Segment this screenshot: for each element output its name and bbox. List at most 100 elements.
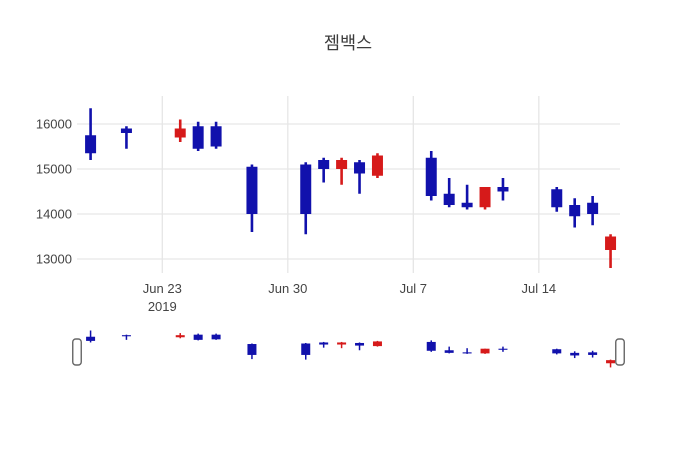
rangeslider-candle-body xyxy=(426,341,436,351)
rangeslider-candle-body xyxy=(606,360,616,364)
candle-down xyxy=(587,196,599,226)
candle-down xyxy=(246,164,258,232)
candle-down xyxy=(318,157,330,183)
candle-body xyxy=(371,155,383,176)
candle-body xyxy=(210,126,222,147)
candle-body xyxy=(443,193,455,205)
rangeslider-candle xyxy=(175,333,185,339)
rangeslider-candle-body xyxy=(355,342,365,346)
rangeslider-left-handle[interactable] xyxy=(72,338,82,366)
candle-down xyxy=(461,184,473,210)
candle-down xyxy=(569,198,581,228)
rangeslider-candle xyxy=(606,359,616,368)
rangeslider-right-handle[interactable] xyxy=(615,338,625,366)
rangeslider-candle xyxy=(355,342,365,351)
rangeslider-candle-body xyxy=(552,349,562,354)
x-axis-labels: Jun 23 2019 Jun 30 Jul 7 Jul 14 xyxy=(143,281,556,314)
x-tick-label: Jul 7 xyxy=(400,281,427,296)
candle-body xyxy=(569,205,581,217)
y-axis-labels: 16000 15000 14000 13000 xyxy=(36,117,72,267)
candle-body xyxy=(461,202,473,208)
candle-body xyxy=(192,126,204,149)
candle-down xyxy=(425,151,437,201)
vertical-gridlines xyxy=(161,96,540,273)
rangeslider-candle-body xyxy=(247,344,257,355)
rangeslider-candle-body xyxy=(319,342,329,345)
x-tick-label: Jun 23 xyxy=(143,281,182,296)
candle-up xyxy=(605,234,617,268)
main-candles xyxy=(85,108,617,268)
candle-down xyxy=(497,178,509,201)
rangeslider-candle-body xyxy=(193,334,203,340)
rangeslider-candle-body xyxy=(211,334,221,340)
rangeslider-candle-body xyxy=(86,336,96,341)
candle-down xyxy=(300,162,312,235)
candle-up xyxy=(336,157,348,185)
rangeslider-candle xyxy=(462,348,472,354)
candle-body xyxy=(354,162,366,174)
candle-down xyxy=(443,178,455,208)
candle-body xyxy=(120,128,132,133)
y-tick-label: 15000 xyxy=(36,162,72,177)
rangeslider-candle xyxy=(193,333,203,341)
rangeslider-track[interactable] xyxy=(77,326,620,372)
candle-body xyxy=(174,128,186,138)
horizontal-gridlines xyxy=(77,123,620,260)
rangeslider-candle xyxy=(498,346,508,352)
rangeslider-candle xyxy=(426,340,436,352)
candle-body xyxy=(318,160,330,169)
rangeslider-candle-body xyxy=(121,335,131,337)
x-tick-year-label: 2019 xyxy=(148,299,177,314)
rangeslider-candle-body xyxy=(462,352,472,354)
rangeslider-candle xyxy=(372,340,382,347)
candle-body xyxy=(300,164,312,214)
rangeslider-candle xyxy=(211,333,221,340)
range-slider[interactable] xyxy=(72,326,625,372)
rangeslider-candle-body xyxy=(337,342,347,345)
candle-down xyxy=(85,108,97,160)
rangeslider-candle xyxy=(301,342,311,360)
candle-body xyxy=(246,166,258,214)
chart-title: 젬백스 xyxy=(324,33,372,53)
candle-down xyxy=(210,121,222,149)
y-tick-label: 16000 xyxy=(36,117,72,132)
candle-up xyxy=(479,187,491,210)
rangeslider-candle xyxy=(86,330,96,343)
candle-up xyxy=(174,119,186,142)
candle-down xyxy=(192,121,204,151)
x-tick-label: Jun 30 xyxy=(268,281,307,296)
candle-body xyxy=(479,187,491,208)
candle-body xyxy=(85,135,97,154)
candle-down xyxy=(354,160,366,194)
candle-down xyxy=(120,126,132,149)
rangeslider-candle-body xyxy=(301,343,311,355)
candle-down xyxy=(551,187,563,212)
rangeslider-candle xyxy=(570,351,580,359)
y-tick-label: 13000 xyxy=(36,252,72,267)
rangeslider-candle xyxy=(444,346,454,354)
rangeslider-candle xyxy=(588,350,598,358)
rangeslider-candle-body xyxy=(372,341,382,347)
rangeslider-candle xyxy=(319,341,329,348)
candle-up xyxy=(371,153,383,178)
rangeslider-candle-body xyxy=(480,348,490,354)
rangeslider-candle xyxy=(247,343,257,360)
candle-body xyxy=(587,202,599,214)
rangeslider-candle xyxy=(552,348,562,355)
rangeslider-candle-body xyxy=(570,352,580,356)
rangeslider-candle xyxy=(121,334,131,340)
rangeslider-candle-body xyxy=(498,348,508,350)
candle-body xyxy=(425,157,437,196)
rangeslider-candle-body xyxy=(175,335,185,338)
rangeslider-candle-body xyxy=(588,352,598,355)
rangeslider-candle-body xyxy=(444,350,454,353)
candle-body xyxy=(605,236,617,250)
x-tick-label: Jul 14 xyxy=(521,281,556,296)
y-tick-label: 14000 xyxy=(36,207,72,222)
candle-body xyxy=(336,160,348,169)
candle-body xyxy=(497,187,509,192)
rangeslider-candle xyxy=(480,348,490,354)
rangeslider-candle xyxy=(337,341,347,349)
